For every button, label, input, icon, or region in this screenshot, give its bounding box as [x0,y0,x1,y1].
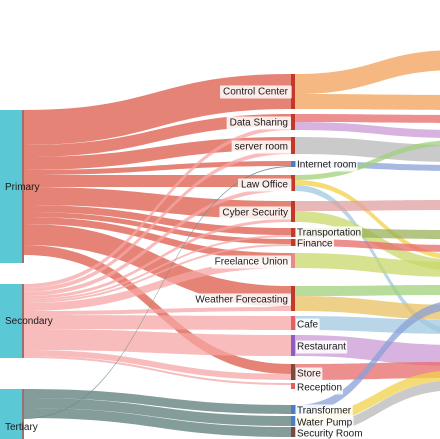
flow-primary-to-data-sharing [24,114,291,157]
flow-primary-to-internet-room [24,161,291,175]
flow-secondary-to-transportation [24,235,291,301]
label-transformer: Transformer [297,406,352,417]
flow-security-room-outgoing [295,381,440,437]
label-freelance-union-box [211,255,291,269]
label-data-sharing: Data Sharing [230,118,288,129]
flow-secondary-to-freelance-union [24,260,291,311]
flow-data-sharing-outgoing [295,114,440,123]
label-law-office-box [237,178,292,192]
flow-weather-forecasting-outgoing [295,296,440,320]
node-cafe [291,316,295,330]
flow-server-room-outgoing [295,137,440,162]
label-water-pump-box [296,416,354,430]
label-secondary: Secondary [5,316,53,327]
flow-secondary-to-restaurant [24,329,291,356]
flow-secondary-to-weather-forecasting [24,307,291,315]
label-transportation-box [296,226,363,240]
node-tertiary-edge [22,389,24,439]
label-cyber-security-box [219,206,291,220]
label-restaurant: Restaurant [297,342,346,353]
label-water-pump: Water Pump [297,418,353,429]
node-security-room [291,427,295,437]
node-secondary [0,284,24,358]
label-tertiary: Tertiary [5,422,38,433]
flow-primary-to-freelance-union [24,217,291,260]
label-server-room: server room [235,142,288,153]
flow-law-office-outgoing [295,140,440,180]
flow-control-center-outgoing [295,94,440,110]
flow-secondary-to-cafe [24,315,291,330]
flow-tertiary-to-internet-room [24,166,291,419]
node-weather-forecasting [291,286,295,311]
label-cafe: Cafe [297,320,319,331]
label-store: Store [297,369,321,380]
flow-water-pump-outgoing [295,371,440,426]
flow-cyber-security-outgoing [295,200,440,211]
node-water-pump [291,416,295,426]
label-weather-forecasting-box [192,293,291,307]
flow-secondary-to-cyber-security [24,219,291,299]
flow-primary-to-weather-forecasting [24,224,291,307]
node-cyber-security [291,201,295,222]
flow-primary-to-finance [24,212,291,244]
label-finance: Finance [297,239,333,250]
node-server-room [291,137,295,154]
label-security-room: Security Room [297,429,363,439]
node-internet-room [291,161,295,167]
label-primary: Primary [5,182,39,193]
node-tertiary [0,389,24,439]
flow-secondary-to-data-sharing [24,126,291,288]
label-freelance-union: Freelance Union [215,257,288,268]
flow-tertiary-to-water-pump [24,398,291,426]
node-control-center [291,74,295,109]
label-cafe-box [296,318,320,332]
node-store [291,364,295,380]
node-primary-edge [22,110,24,263]
node-transformer [291,405,295,414]
flow-secondary-to-law-office [24,187,291,296]
label-reception: Reception [297,383,342,394]
label-control-center-box [219,85,292,99]
label-data-sharing-box [226,116,291,130]
label-finance-box [296,237,335,251]
label-transportation: Transportation [297,228,361,239]
flow-secondary-to-server-room [24,150,291,292]
label-law-office: Law Office [241,180,288,191]
label-restaurant-box [296,340,348,354]
flow-secondary-to-reception [24,356,291,385]
node-transportation [291,228,295,237]
flow-secondary-to-store [24,350,291,380]
flow-tertiary-to-transformer [24,389,291,414]
label-transformer-box [296,404,353,418]
label-store-box [296,367,323,381]
node-law-office [291,175,295,191]
flow-transformer-outgoing [295,302,440,414]
flow-data-sharing-outgoing [295,122,440,138]
node-data-sharing [291,114,295,130]
nodes [0,74,295,439]
flow-weather-forecasting-outgoing [295,285,440,296]
label-reception-box [296,381,344,395]
flow-freelance-union-outgoing [295,253,440,277]
node-reception [291,383,295,389]
label-control-center: Control Center [223,87,289,98]
label-server-room-box [231,140,291,154]
node-primary [0,110,24,263]
node-freelance-union [291,253,295,268]
label-cyber-security: Cyber Security [222,208,288,219]
flow-primary-to-law-office [24,175,291,187]
node-secondary-edge [22,284,24,358]
flow-secondary-to-finance [24,244,291,303]
label-internet-room: Internet room [297,160,356,171]
label-internet-room-box [296,158,358,172]
label-weather-forecasting: Weather Forecasting [195,295,288,306]
flow-tertiary-to-security-room [24,408,291,437]
flow-cyber-security-outgoing [295,211,440,270]
node-labels: Primary Secondary Tertiary Control Center Da… [5,85,364,439]
node-restaurant [291,335,295,356]
flow-control-center-outgoing [295,50,440,94]
label-security-room-box [296,427,364,439]
node-finance [291,239,295,246]
